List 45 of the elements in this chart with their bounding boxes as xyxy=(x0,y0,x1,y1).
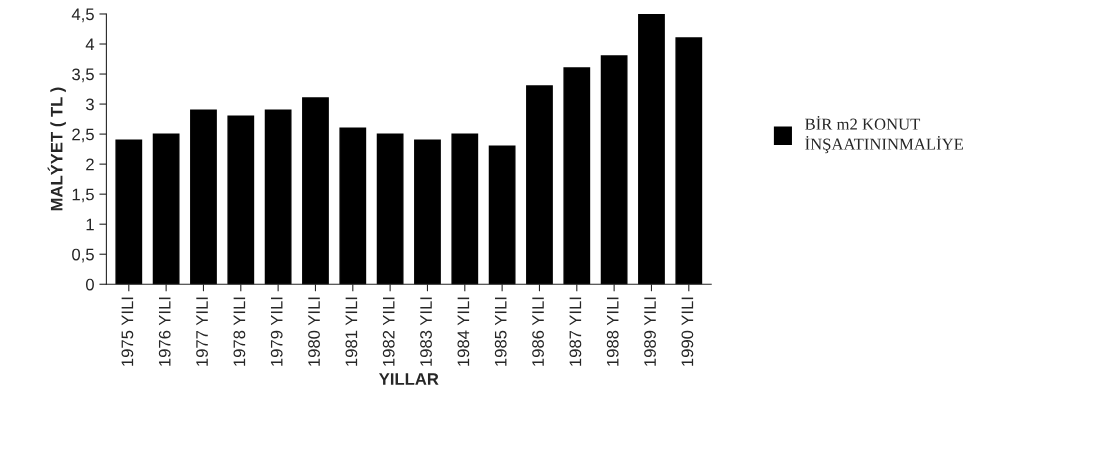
bar xyxy=(675,37,703,285)
bar xyxy=(488,145,516,285)
bar xyxy=(526,85,553,285)
x-tick-label: 1978 YILI xyxy=(233,297,246,366)
bar xyxy=(600,55,628,285)
x-tick-label: 1982 YILI xyxy=(382,297,395,366)
bar xyxy=(414,139,441,285)
y-tick-label: 4,5 xyxy=(71,8,94,23)
y-tick-label: 0,5 xyxy=(72,248,94,263)
y-tick-label: 4 xyxy=(85,38,95,51)
bar xyxy=(302,97,329,285)
bar xyxy=(152,133,180,285)
x-tick-label: 1989 YILI xyxy=(644,297,656,366)
x-tick-label: 1983 YILI xyxy=(420,297,432,366)
x-axis-title: YILLAR xyxy=(378,373,439,385)
x-tick-label: 1984 YILI xyxy=(457,297,470,366)
bar xyxy=(264,109,292,285)
bar xyxy=(563,67,591,285)
bar xyxy=(376,133,404,285)
x-tick-label: 1981 YILI xyxy=(345,297,358,366)
bar xyxy=(339,127,367,285)
bar xyxy=(190,109,217,285)
y-tick-label: 1 xyxy=(86,218,94,231)
x-tick-label: 1977 YILI xyxy=(196,297,208,366)
x-tick-label: 1986 YILI xyxy=(532,297,544,366)
y-tick-label: 3 xyxy=(85,98,94,111)
x-tick-label: 1980 YILI xyxy=(308,297,320,366)
x-tick-label: 1988 YILI xyxy=(606,297,619,366)
legend-label: BİR m2 KONUT İNŞAATININMALİYE xyxy=(805,115,963,154)
bar xyxy=(115,139,143,285)
x-tick-label: 1985 YILI xyxy=(494,297,507,366)
y-tick-label: 3,5 xyxy=(72,68,94,83)
bar xyxy=(227,115,255,285)
y-axis-title: MALÝYET ( TL ) xyxy=(47,87,66,211)
bar xyxy=(451,133,479,285)
x-tick-label: 1976 YILI xyxy=(158,297,171,366)
x-tick-label: 1975 YILI xyxy=(121,297,134,366)
y-tick-label: 1,5 xyxy=(72,188,94,203)
x-tick-label: 1987 YILI xyxy=(569,297,582,366)
y-tick-label: 2,5 xyxy=(72,128,94,143)
x-tick-label: 1990 YILI xyxy=(681,297,694,366)
y-tick-label: 0 xyxy=(85,278,94,291)
bar xyxy=(638,13,665,285)
x-tick-label: 1979 YILI xyxy=(270,297,283,366)
y-tick-label: 2 xyxy=(86,158,94,171)
